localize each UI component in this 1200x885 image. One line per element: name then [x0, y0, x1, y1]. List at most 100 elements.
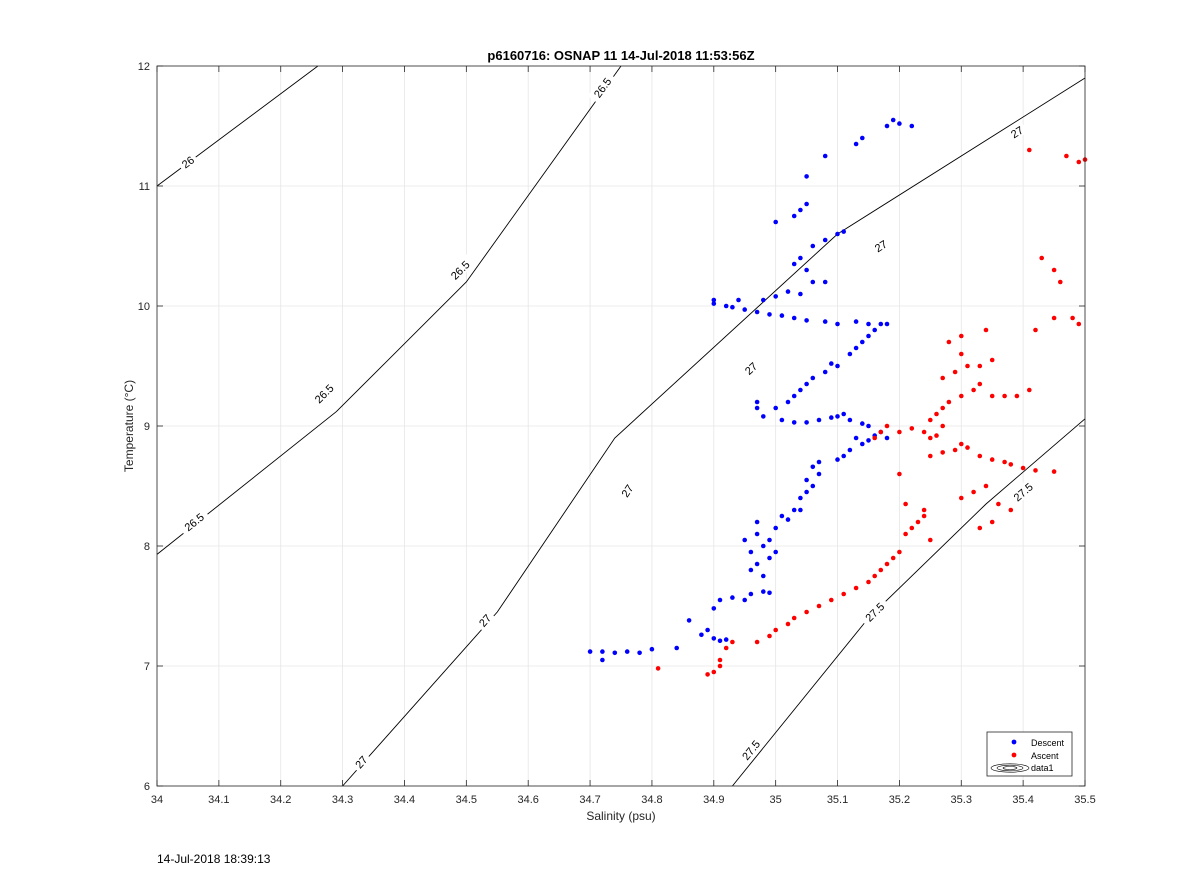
contour-label-text: 27 [1009, 125, 1026, 142]
data-point-descent [705, 627, 710, 633]
y-tick-label: 9 [144, 421, 150, 433]
data-point-ascent [1020, 465, 1026, 471]
chart-title: p6160716: OSNAP 11 14-Jul-2018 11:53:56Z [487, 48, 754, 63]
contour-label-bg [473, 608, 496, 632]
data-point-descent [878, 321, 884, 327]
data-point-ascent [816, 603, 822, 609]
data-point-ascent [934, 411, 939, 417]
data-point-descent [810, 375, 816, 381]
data-point-ascent [754, 639, 760, 645]
data-point-descent [810, 483, 816, 489]
data-point-descent [866, 333, 871, 339]
contour-label-bg [349, 750, 372, 773]
data-point-ascent [959, 495, 964, 501]
data-point-descent [853, 141, 859, 147]
data-point-descent [835, 414, 840, 419]
data-point-ascent [977, 363, 983, 369]
data-point-descent [785, 399, 791, 405]
data-point-ascent [785, 621, 791, 627]
data-point-ascent [717, 663, 723, 669]
legend-descent-label: Descent [1031, 738, 1065, 748]
x-tick-label: 35.1 [827, 794, 848, 806]
data-point-ascent [977, 381, 983, 387]
data-point-ascent [921, 507, 927, 513]
data-point-descent [767, 312, 772, 317]
data-point-descent [754, 531, 760, 537]
y-axis-label: Temperature (°C) [122, 380, 136, 472]
data-point-ascent [989, 357, 995, 363]
data-point-descent [798, 207, 803, 213]
data-point-descent [866, 321, 871, 327]
data-point-ascent [952, 447, 958, 453]
y-tick-label: 6 [144, 781, 150, 793]
data-point-ascent [965, 445, 970, 450]
x-tick-label: 34.2 [270, 794, 291, 806]
data-point-descent [773, 219, 778, 225]
data-point-ascent [705, 672, 710, 677]
series-descent [587, 117, 915, 663]
data-point-ascent [989, 393, 995, 399]
data-point-descent [822, 279, 828, 285]
x-tick-label: 34.5 [456, 794, 477, 806]
data-point-descent [841, 453, 846, 459]
data-point-descent [835, 457, 840, 462]
x-tick-label: 34 [151, 794, 163, 806]
data-point-descent [748, 567, 754, 573]
data-point-descent [798, 255, 803, 261]
data-point-descent [767, 590, 772, 596]
x-tick-label: 34.1 [208, 794, 229, 806]
data-point-descent [822, 237, 828, 243]
data-point-descent [791, 507, 797, 513]
x-tick-label: 34.8 [641, 794, 662, 806]
data-point-descent [730, 595, 735, 600]
contour-label-bg [177, 506, 210, 537]
data-point-ascent [1070, 315, 1075, 321]
data-point-ascent [897, 471, 902, 477]
data-point-descent [711, 636, 717, 641]
data-point-descent [761, 589, 766, 594]
contour-label-text: 27 [873, 239, 890, 256]
contour-label-bg [308, 377, 340, 409]
data-point-ascent [959, 351, 964, 357]
data-point-ascent [921, 513, 927, 519]
y-tick-label: 12 [138, 61, 150, 73]
contour-label-bg [587, 71, 617, 104]
data-point-descent [860, 339, 865, 345]
series-ascent [655, 147, 1088, 677]
y-tick-label: 11 [139, 181, 150, 193]
data-point-ascent [1014, 393, 1020, 399]
data-point-descent [754, 399, 760, 405]
data-point-descent [860, 135, 865, 141]
contour-line [342, 77, 1086, 787]
data-point-ascent [1002, 393, 1007, 399]
data-point-ascent [928, 453, 933, 459]
data-point-ascent [872, 435, 877, 441]
data-point-ascent [730, 639, 735, 645]
contour-label-bg [1006, 476, 1039, 507]
data-point-descent [730, 304, 735, 310]
data-point-descent [860, 441, 865, 447]
data-point-ascent [884, 561, 890, 567]
legend-descent-marker [1011, 739, 1017, 745]
data-point-ascent [959, 333, 964, 339]
data-point-descent [853, 435, 859, 441]
data-point-descent [779, 313, 785, 318]
data-point-descent [829, 361, 834, 366]
contour-label: 27 [869, 235, 892, 256]
data-point-descent [686, 618, 692, 623]
data-point-descent [773, 294, 778, 299]
data-point-ascent [1058, 279, 1063, 285]
data-point-ascent [952, 369, 958, 375]
data-point-descent [835, 321, 840, 327]
data-point-ascent [977, 453, 983, 459]
data-point-descent [853, 345, 859, 351]
contour-line [732, 418, 1086, 787]
data-series [587, 117, 1088, 677]
data-point-ascent [1076, 321, 1082, 327]
data-point-ascent [1027, 387, 1032, 393]
data-point-descent [612, 650, 618, 656]
data-point-descent [711, 606, 717, 611]
data-point-ascent [940, 423, 945, 429]
contour-label: 27 [616, 479, 638, 502]
